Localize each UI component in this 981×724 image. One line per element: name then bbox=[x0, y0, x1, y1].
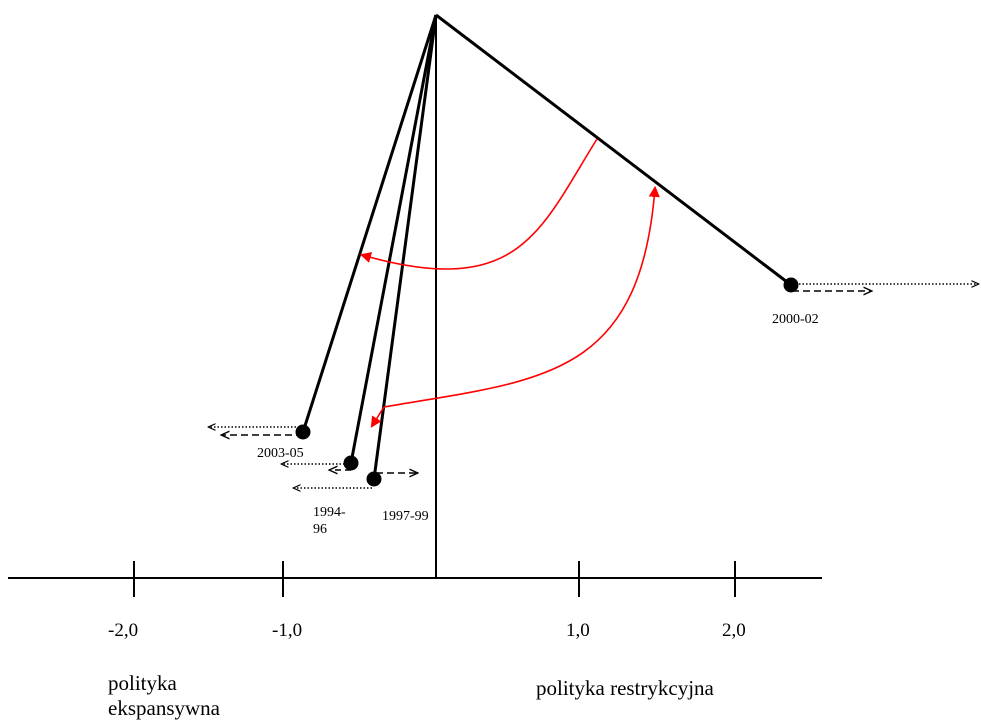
point-2000-02 bbox=[783, 277, 799, 293]
point-2003-05 bbox=[295, 424, 311, 440]
tick-label-minus1: -1,0 bbox=[272, 620, 303, 641]
tick-label-minus2: -2,0 bbox=[108, 620, 139, 641]
point-1994-96 bbox=[343, 455, 359, 471]
label-2000-02: 2000-02 bbox=[772, 312, 819, 327]
red-arrow-lower bbox=[383, 185, 660, 408]
caption-expansive-line1: polityka bbox=[108, 671, 177, 695]
tick-label-plus1: 1,0 bbox=[566, 620, 590, 641]
line-to-1997-99 bbox=[372, 14, 438, 480]
caption-expansive-line2: ekspansywna bbox=[108, 696, 220, 720]
red-arrow-upper bbox=[359, 138, 598, 270]
label-1997-99: 1997-99 bbox=[382, 509, 429, 524]
label-1994-96-line2: 96 bbox=[313, 522, 327, 536]
line-to-1994-96 bbox=[349, 14, 438, 464]
line-to-2000-02 bbox=[435, 13, 792, 287]
label-1994-96-line1: 1994- bbox=[313, 505, 346, 520]
line-to-2003-05 bbox=[301, 14, 438, 433]
caption-restrictive: polityka restrykcyjna bbox=[536, 676, 714, 700]
tick-label-plus2: 2,0 bbox=[722, 620, 746, 641]
red-arrow-small bbox=[370, 406, 385, 428]
label-2003-05: 2003-05 bbox=[257, 446, 304, 461]
point-1997-99 bbox=[366, 471, 382, 487]
